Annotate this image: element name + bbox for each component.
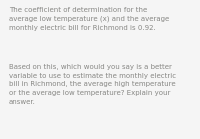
Text: The coefficient of determination for the
average low temperature (x) and the ave: The coefficient of determination for the… xyxy=(9,7,169,31)
Text: Based on this, which would you say is a better
variable to use to estimate the m: Based on this, which would you say is a … xyxy=(9,64,176,105)
